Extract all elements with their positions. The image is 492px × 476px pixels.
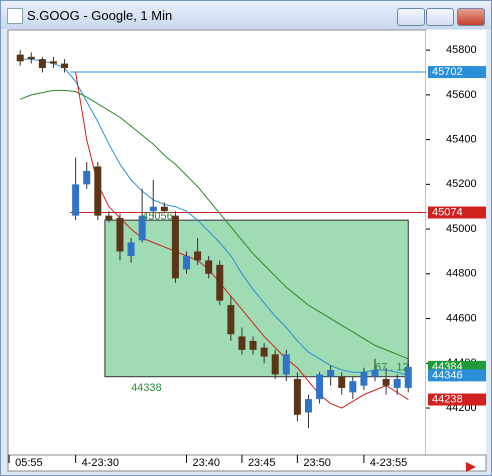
y-tick-label: 45800 [446,44,477,56]
price-axis [426,30,486,455]
candle-body [260,347,268,357]
candle-body [393,378,401,388]
x-tick-label: 23:40 [193,457,221,469]
candle-body [105,215,113,221]
candle-body [49,61,57,64]
candle-body [371,370,379,377]
x-tick-label: 05:55 [15,457,43,469]
app-icon [7,8,23,24]
candle-body [138,215,146,241]
annotation: 45056 [142,210,173,222]
y-tick-label: 45400 [446,134,477,146]
price-tag-label: 44238 [432,393,463,405]
x-tick-label: 4-23:30 [82,457,119,469]
price-tag [428,206,486,219]
y-tick-label: 44600 [446,312,477,324]
candle-body [127,242,135,256]
candle-body [27,56,35,60]
candle-body [327,370,335,377]
time-axis [7,454,487,472]
candle-body [304,399,312,413]
window-title: S.GOOG - Google, 1 Min [27,8,173,23]
ma-line [75,72,409,409]
y-tick-label: 44800 [446,268,477,280]
candle-body [183,255,191,270]
candle-body [349,381,357,393]
maximize-button[interactable] [426,8,454,26]
candle-body [16,54,24,62]
annotation: 67 . 12 [375,362,409,374]
candle-body [360,372,368,386]
zone [104,219,409,378]
close-button[interactable] [457,8,485,26]
candle-body [271,354,279,375]
candle-body [404,366,412,388]
candle-body [238,336,246,350]
price-tag [428,369,486,382]
x-tick-label: 23:50 [303,457,331,469]
candle-body [72,184,80,216]
candle-body [94,166,102,216]
x-tick-label: 4-23:55 [370,457,407,469]
candle-body [282,354,290,375]
candle-body [382,378,390,386]
candle-body [83,170,91,185]
candle-body [216,264,224,301]
annotation: 44338 [131,382,162,394]
candle-body [61,63,69,69]
candle-body [160,206,168,212]
candle-body [194,251,202,261]
price-tag-label: 44346 [432,369,463,381]
candle-body [149,206,157,212]
minimize-button[interactable] [397,8,425,26]
candle-body [293,378,301,415]
candle-body [227,305,235,335]
ma-line [20,58,409,376]
title-bar: S.GOOG - Google, 1 Min [1,1,491,29]
candle-body [116,217,124,252]
y-tick-label: 45000 [446,223,477,235]
y-tick-label: 45600 [446,89,477,101]
x-tick-label: 23:45 [248,457,276,469]
scroll-arrow[interactable] [466,462,476,472]
candle-body [171,215,179,279]
candle-body [205,260,213,274]
candle-body [249,340,257,350]
price-tag [428,66,486,79]
y-tick-label: 45200 [446,178,477,190]
candle-body [316,374,324,400]
price-tag [428,393,486,406]
price-tag-label: 45702 [432,66,463,78]
candle-body [338,376,346,388]
candle-body [38,59,46,69]
price-tag-label: 45074 [432,206,463,218]
ma-line [20,89,409,360]
